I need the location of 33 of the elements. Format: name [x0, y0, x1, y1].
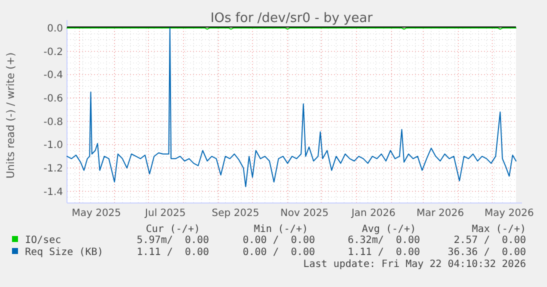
y-tick-label: -1.4 — [43, 186, 63, 198]
y-axis-title: Units read (-) / write (+) — [5, 52, 17, 179]
text: 1.11 / 0.00 — [348, 247, 420, 258]
y-tick-label: -0.2 — [43, 46, 63, 58]
text: Max (-/+) — [472, 224, 526, 235]
y-tick-label: -1.0 — [43, 140, 63, 152]
text: Last update: Fri May 22 04:10:32 2026 — [303, 259, 526, 270]
legend-label: IO/sec — [25, 235, 62, 246]
x-tick-label: Nov 2025 — [280, 208, 329, 219]
x-tick-label: May 2026 — [484, 208, 534, 219]
line-series — [66, 28, 516, 188]
y-tick-label: -1.2 — [43, 164, 63, 174]
x-tick-label: Jan 2026 — [350, 208, 396, 219]
text: 0.00 / 0.00 — [242, 235, 315, 246]
text: 36.36 / 0.00 — [448, 247, 526, 258]
text: 2.57 / 0.00 — [454, 235, 526, 246]
y-tick-label: -0.6 — [43, 94, 63, 104]
y-tick-label: -0.8 — [43, 116, 63, 128]
y-tick-label: 0.0 — [47, 24, 63, 34]
x-tick-label: Sep 2025 — [212, 208, 260, 219]
text: 6.32m/ 0.00 — [348, 235, 420, 246]
x-tick-label: Mar 2026 — [416, 208, 464, 219]
text: Min (-/+) — [254, 224, 308, 235]
text: Cur (-/+) — [146, 224, 200, 235]
text: 5.97m/ 0.00 — [136, 235, 209, 246]
text: 1.11 / 0.00 — [136, 247, 209, 258]
chart-title: IOs for /dev/sr0 - by year — [210, 11, 374, 26]
text: 0.00 / 0.00 — [242, 247, 315, 258]
x-tick-label: May 2025 — [72, 208, 122, 219]
legend-label: Req Size (KB) — [25, 247, 104, 258]
y-tick-label: -0.4 — [43, 70, 63, 82]
x-tick-label: Jul 2025 — [144, 208, 186, 219]
text: Avg (-/+) — [362, 224, 416, 235]
